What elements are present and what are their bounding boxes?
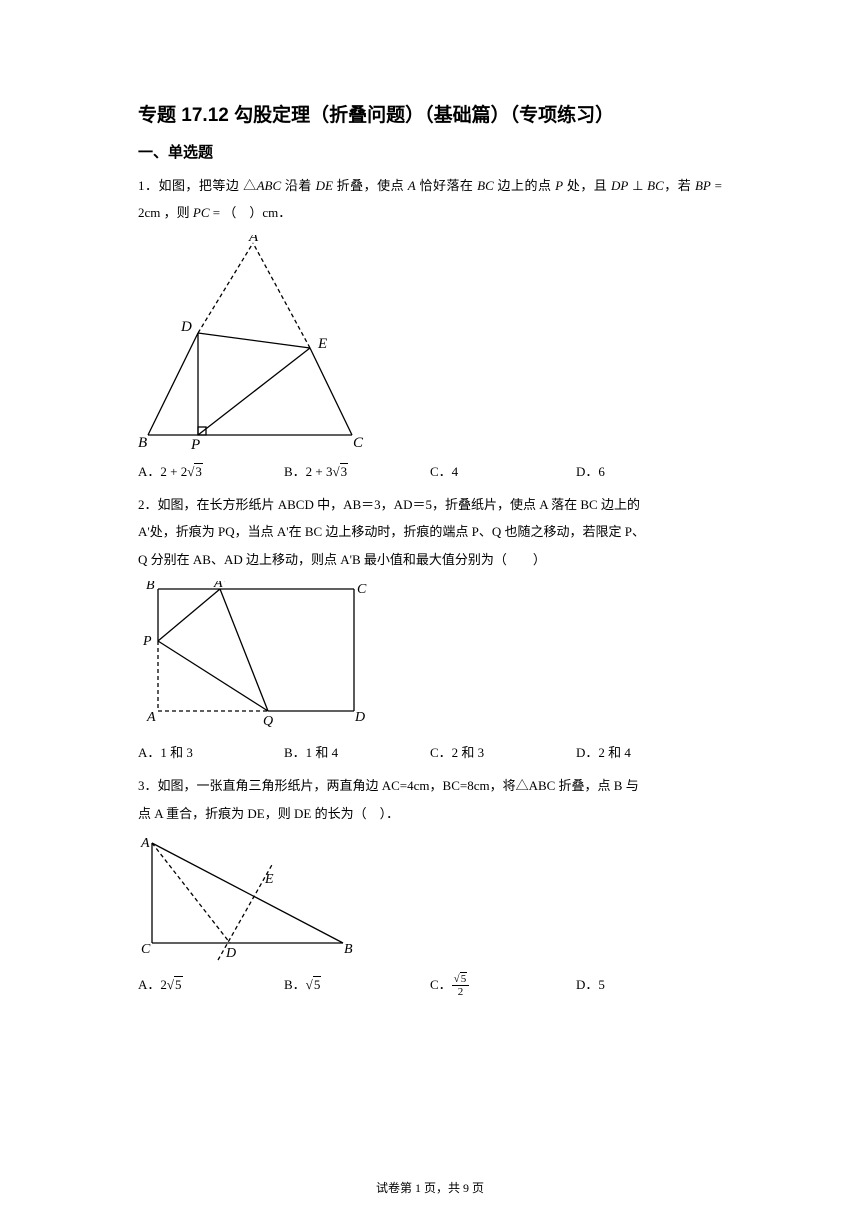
section-header: 一、单选题 [138,141,722,162]
q2-line2: A'处，折痕为 PQ，当点 A'在 BC 边上移动时，折痕的端点 P、Q 也随之… [138,518,722,545]
q3-optC: C． 52 [430,973,576,999]
q3-options: A．25 B．5 C．52 D．5 [138,973,722,999]
q1-optA-sqrt: 3 [194,463,203,479]
q1-de: DE [316,178,333,193]
fig3-D: D [225,946,236,961]
fig2-svg: B C A D A' P Q [138,581,368,731]
fig2-P: P [142,634,152,649]
fig1-A: A [248,235,259,245]
q2-optC: C．2 和 3 [430,741,576,764]
question-3: 3．如图，一张直角三角形纸片，两直角边 AC=4cm，BC=8cm，将△ABC … [138,772,722,827]
page-title: 专题 17.12 勾股定理（折叠问题）（基础篇）（专项练习） [138,100,722,127]
fig2-C: C [357,582,367,597]
q1-t6: ，若 [664,178,695,193]
q1-t3: 恰好落在 [416,178,477,193]
q3-optC-d: 2 [452,986,470,998]
q2-optD: D．2 和 4 [576,741,722,764]
q3-optA-sqrt: 5 [174,976,183,992]
q1-bc2: BC [647,178,664,193]
q2-optA: A．1 和 3 [138,741,284,764]
q3-line2: 点 A 重合，折痕为 DE，则 DE 的长为（ ）． [138,800,722,827]
q1-t4: 边上的点 [494,178,555,193]
q3-optC-n: 5 [460,972,468,985]
q1-optB-sqrt: 3 [340,463,349,479]
q3-optB: B． 5 [284,973,430,999]
q1-optB-label: B． [284,464,306,479]
q1-dp: DP [611,178,628,193]
q1-abc: ABC [257,178,282,193]
figure-3: A C B D E [138,835,722,963]
q3-line1: 3．如图，一张直角三角形纸片，两直角边 AC=4cm，BC=8cm，将△ABC … [138,772,722,799]
q3-optB-sqrt: 5 [313,976,322,992]
fig3-E: E [264,872,274,887]
fig2-Aprime: A' [213,581,227,591]
fig3-svg: A C B D E [138,835,358,963]
q1-options: A．2 + 2 3 B．2 + 3 3 C．4 D．6 [138,460,722,483]
fig2-Q: Q [263,714,273,729]
question-1: 1．如图，把等边 △ABC 沿着 DE 折叠，使点 A 恰好落在 BC 边上的点… [138,172,722,227]
q1-optA-label: A． [138,464,160,479]
fig1-P: P [190,437,200,450]
q1-bc: BC [477,178,494,193]
q3-optA-l: A． [138,977,160,992]
q1-p: P [555,178,563,193]
q1-a: A [408,178,416,193]
q1-end: = （ ）cm． [210,205,292,220]
fig1-E: E [317,336,327,352]
q1-text: 1．如图，把等边 △ [138,178,257,193]
q2-line1: 2．如图，在长方形纸片 ABCD 中，AB＝3，AD＝5，折叠纸片，使点 A 落… [138,491,722,518]
q2-line3: Q 分别在 AB、AD 边上移动，则点 A'B 最小值和最大值分别为（ ） [138,546,722,573]
q1-t2: 折叠，使点 [333,178,408,193]
q1-bp: BP [695,178,711,193]
q3-optB-l: B． [284,977,306,992]
q1-t1: 沿着 [281,178,315,193]
q1-optB: B．2 + 3 3 [284,460,430,483]
fig2-D: D [354,710,365,725]
question-2: 2．如图，在长方形纸片 ABCD 中，AB＝3，AD＝5，折叠纸片，使点 A 落… [138,491,722,573]
q1-optC: C．4 [430,460,576,483]
page-footer: 试卷第 1 页，共 9 页 [0,1179,860,1196]
fig1-D: D [180,319,192,335]
q2-optB: B．1 和 4 [284,741,430,764]
fig3-C: C [141,942,151,957]
q1-optA: A．2 + 2 3 [138,460,284,483]
q1-perp: ⊥ [628,178,647,193]
q1-optB-v: 2 + 3 [306,464,333,479]
q2-options: A．1 和 3 B．1 和 4 C．2 和 3 D．2 和 4 [138,741,722,764]
fig3-B: B [344,942,353,957]
q3-optA: A．25 [138,973,284,999]
figure-1: A B C D E P [138,235,722,450]
q3-optC-l: C． [430,977,452,992]
fig2-B: B [146,581,155,593]
fig1-C: C [353,435,364,450]
q1-optD: D．6 [576,460,722,483]
q1-t5: 处，且 [563,178,611,193]
figure-2: B C A D A' P Q [138,581,722,731]
q3-optD: D．5 [576,973,722,999]
q1-pc: PC [193,205,210,220]
q1-optA-v: 2 + 2 [160,464,187,479]
fig2-A: A [146,710,156,725]
fig1-B: B [138,435,147,450]
fig1-svg: A B C D E P [138,235,368,450]
fig3-A: A [140,836,150,851]
